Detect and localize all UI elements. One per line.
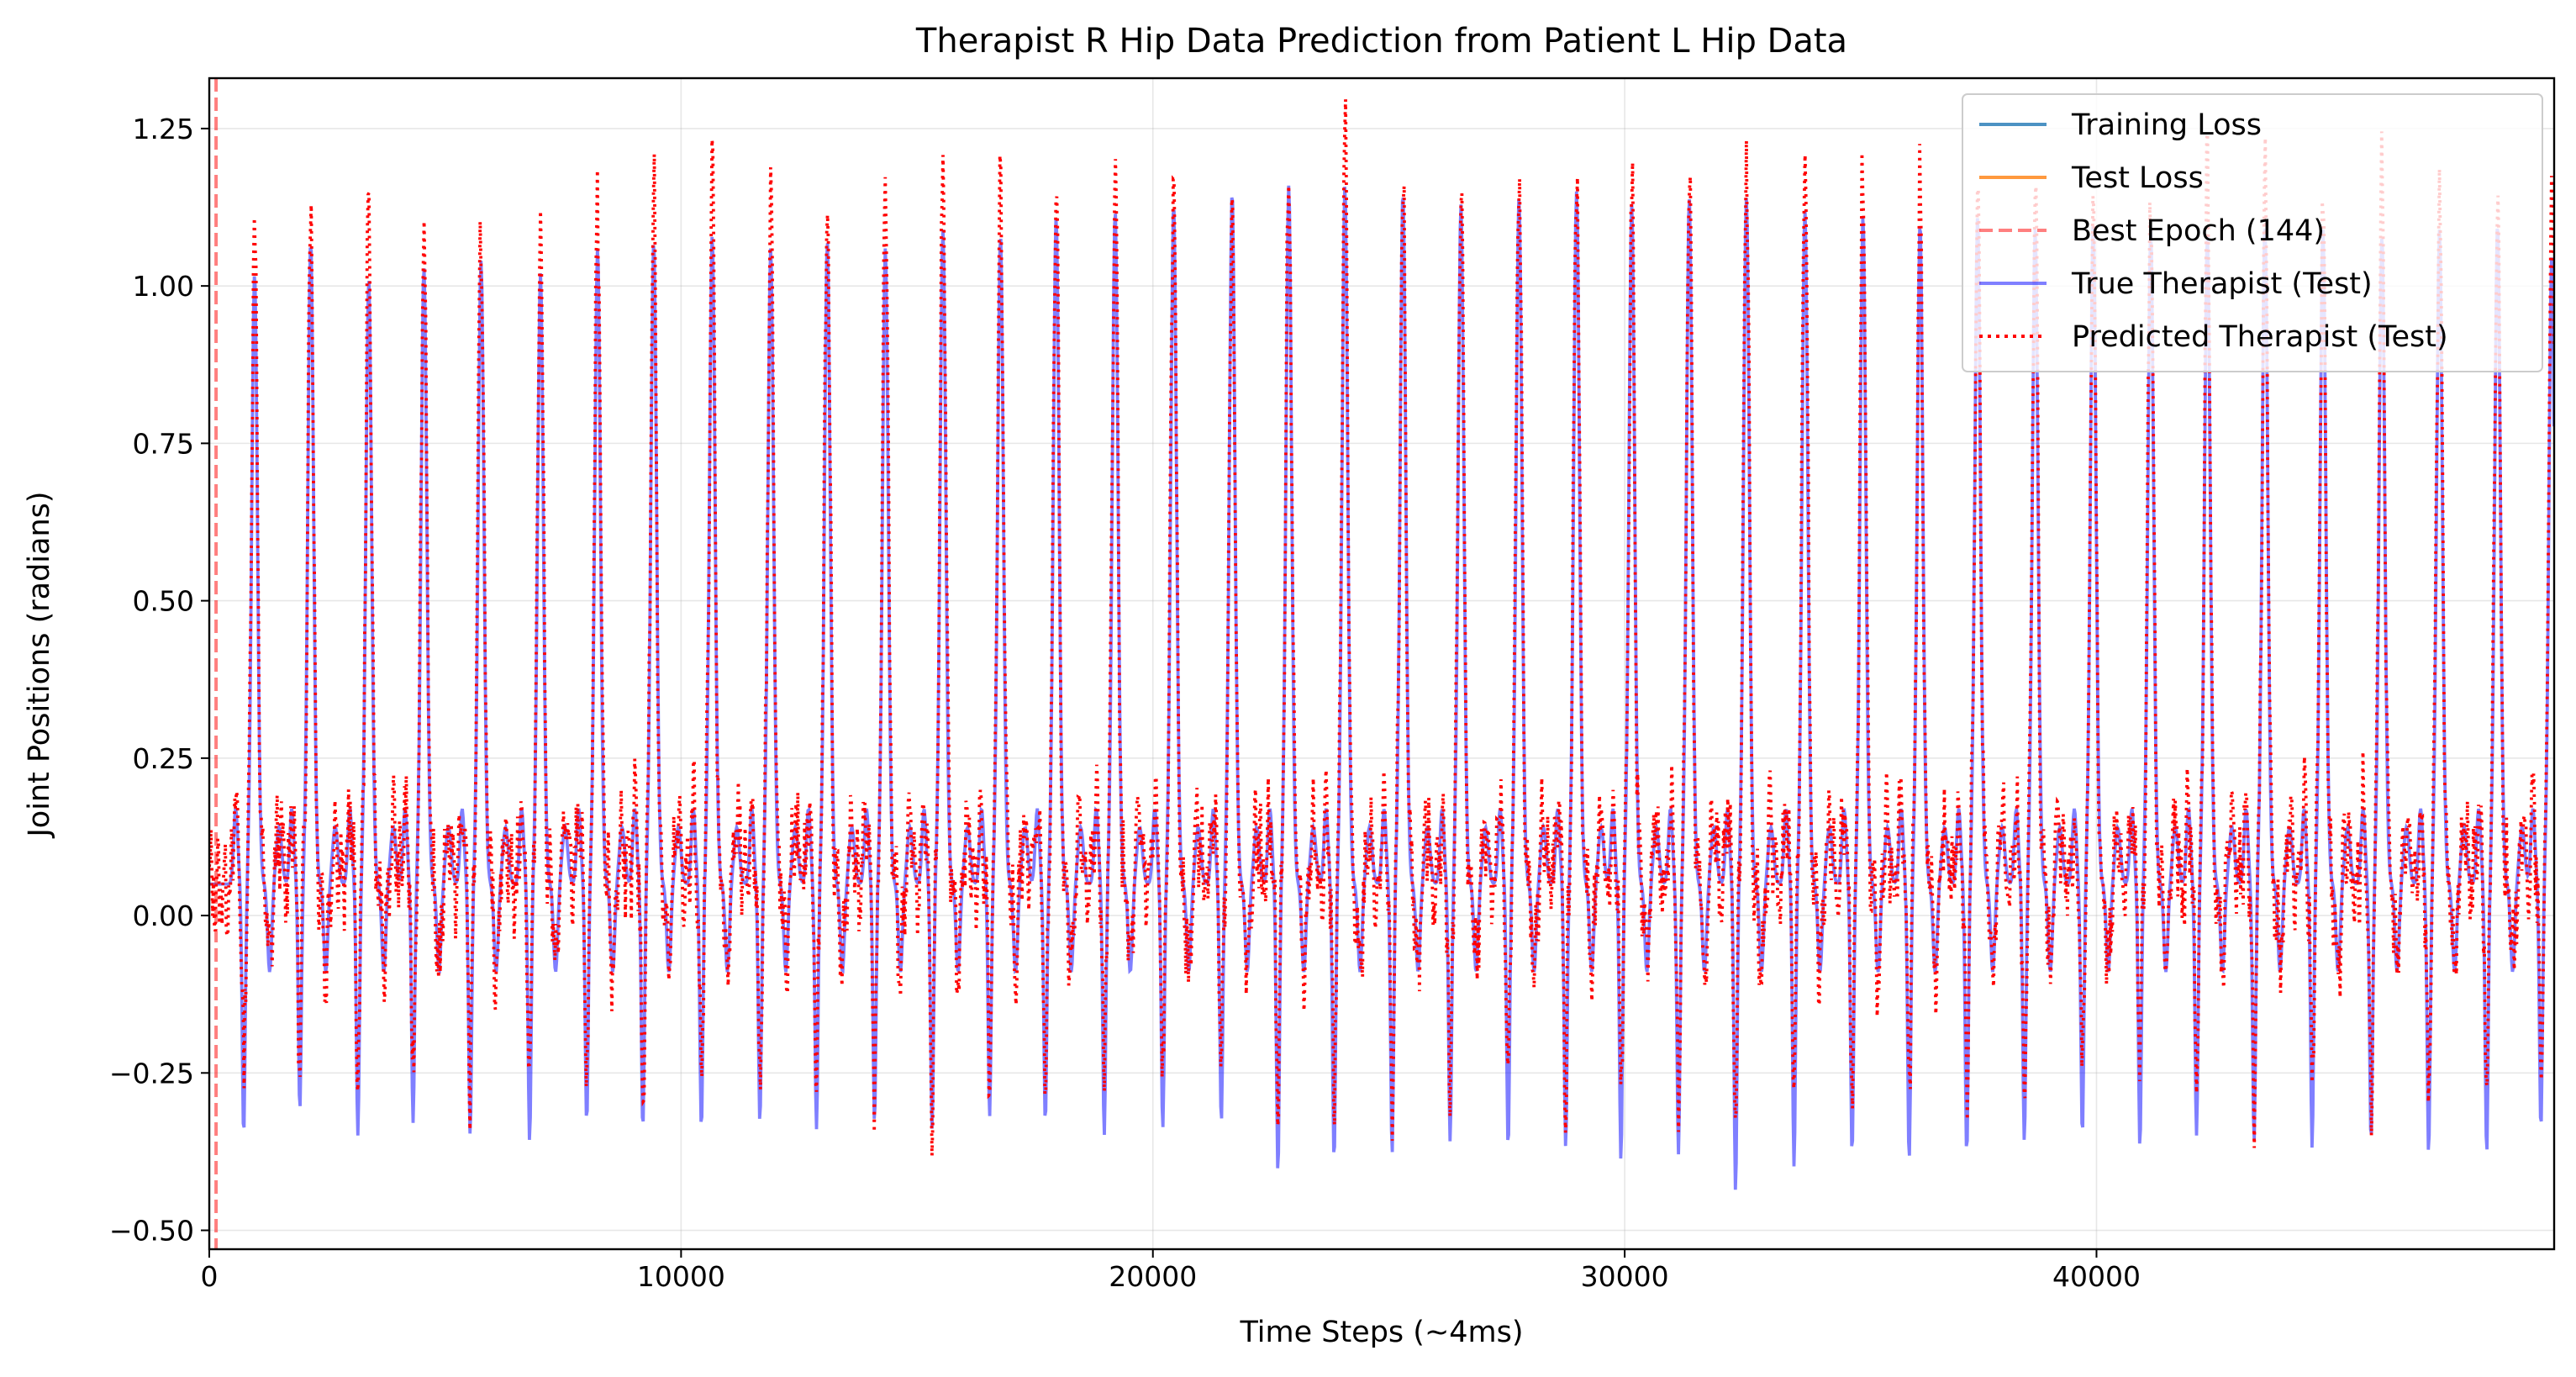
legend-label: Predicted Therapist (Test): [2072, 320, 2448, 354]
y-tick-label: −0.50: [109, 1215, 194, 1248]
plot-area: [209, 78, 2554, 1249]
x-axis-label: Time Steps (~4ms): [1239, 1316, 1523, 1349]
y-tick-label: 0.00: [133, 900, 194, 932]
legend-label: True Therapist (Test): [2071, 267, 2373, 301]
x-tick-label: 30000: [1581, 1260, 1669, 1293]
x-tick-label: 10000: [637, 1260, 725, 1293]
legend-label: Training Loss: [2071, 108, 2262, 142]
x-tick-label: 40000: [2052, 1260, 2141, 1293]
y-tick-label: 1.00: [133, 270, 194, 303]
y-tick-label: −0.25: [109, 1057, 194, 1089]
chart-title: Therapist R Hip Data Prediction from Pat…: [915, 22, 1847, 61]
legend-box: [1962, 93, 2543, 372]
legend-label: Test Loss: [2071, 161, 2204, 195]
y-tick-label: 1.25: [133, 113, 194, 145]
legend: Training Loss Test Loss Best Epoch (144) Tr…: [1962, 93, 2543, 372]
y-tick-label: 0.25: [133, 742, 194, 775]
x-tick-label: 0: [201, 1260, 219, 1293]
grid-lines: [208, 78, 2554, 1249]
plot-frame: [208, 76, 2556, 1251]
legend-label: Best Epoch (144): [2072, 214, 2325, 248]
y-tick-label: 0.50: [133, 585, 194, 618]
y-axis-label: Joint Positions (radians): [23, 491, 56, 838]
axis-ticks: 0 10000 20000 30000 40000 −0.50 −0.25 0.00 0.25 0…: [109, 113, 2141, 1293]
x-tick-label: 20000: [1109, 1260, 1197, 1293]
y-tick-label: 0.75: [133, 427, 194, 460]
